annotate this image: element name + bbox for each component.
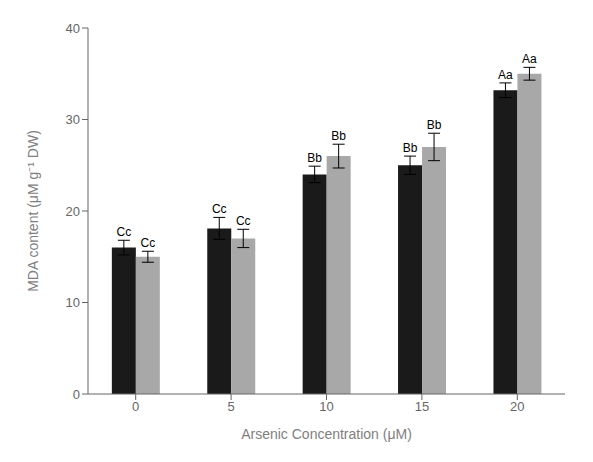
svg-text:0: 0 [73,387,80,402]
svg-text:Cc: Cc [117,225,132,239]
svg-text:Bb: Bb [427,118,442,132]
svg-text:10: 10 [319,399,333,414]
svg-text:Bb: Bb [403,141,418,155]
svg-text:Bb: Bb [331,129,346,143]
svg-text:20: 20 [66,204,80,219]
svg-text:Bb: Bb [307,151,322,165]
svg-text:Cc: Cc [212,202,227,216]
svg-text:30: 30 [66,112,80,127]
svg-text:20: 20 [510,399,524,414]
svg-text:Arsenic Concentration (μM): Arsenic Concentration (μM) [241,426,412,442]
svg-text:MDA content (μM g⁻¹ DW): MDA content (μM g⁻¹ DW) [25,130,41,292]
svg-text:Cc: Cc [236,214,251,228]
svg-text:Aa: Aa [498,68,513,82]
svg-text:5: 5 [227,399,234,414]
svg-text:10: 10 [66,295,80,310]
svg-text:Cc: Cc [141,236,156,250]
svg-text:Aa: Aa [522,52,537,66]
svg-text:15: 15 [415,399,429,414]
svg-text:40: 40 [66,21,80,36]
svg-text:0: 0 [132,399,139,414]
